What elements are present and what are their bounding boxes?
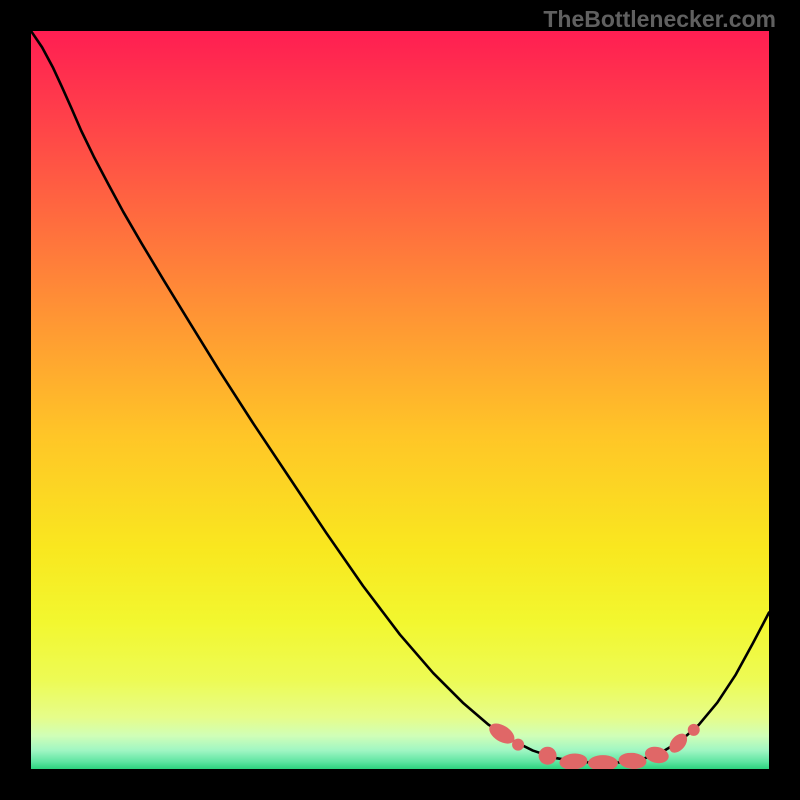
marker-2 — [539, 747, 557, 765]
plot-background — [31, 31, 769, 769]
plot-area — [31, 31, 769, 769]
marker-8 — [688, 724, 700, 736]
chart-frame: TheBottlenecker.com — [0, 0, 800, 800]
marker-1 — [512, 739, 524, 751]
watermark-text: TheBottlenecker.com — [543, 6, 776, 33]
plot-svg — [31, 31, 769, 769]
